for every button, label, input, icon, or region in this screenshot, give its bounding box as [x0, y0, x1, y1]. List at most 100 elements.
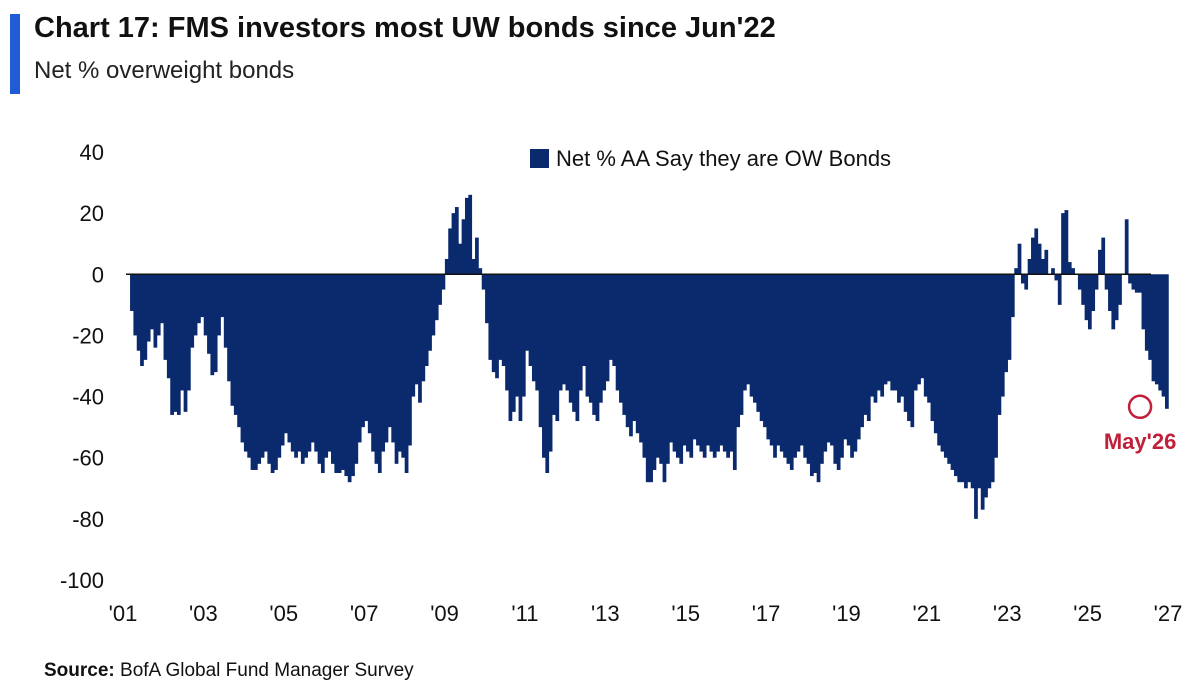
bar: [578, 274, 583, 391]
bar: [1000, 274, 1005, 397]
chart-subtitle: Net % overweight bonds: [34, 57, 295, 84]
legend-label: Net % AA Say they are OW Bonds: [556, 146, 891, 171]
bar: [937, 274, 941, 446]
bar: [243, 274, 248, 452]
bar: [401, 274, 406, 458]
title-accent-bar: [10, 14, 20, 94]
bar: [515, 274, 519, 397]
bar: [843, 274, 848, 440]
bar: [789, 274, 794, 470]
bar: [170, 274, 174, 415]
bar: [1061, 213, 1065, 275]
bar: [1101, 237, 1106, 275]
bar: [786, 274, 791, 464]
bar: [796, 274, 801, 452]
bar: [1128, 274, 1132, 284]
bar: [260, 274, 265, 458]
bar: [719, 274, 724, 446]
bar: [1014, 268, 1019, 275]
bar: [588, 274, 593, 403]
bar: [542, 274, 546, 458]
bar: [1034, 228, 1039, 275]
bar: [511, 274, 516, 412]
bar: [729, 274, 734, 452]
bar: [622, 274, 627, 415]
bar: [572, 274, 576, 412]
bar: [163, 274, 168, 360]
bar: [146, 274, 151, 342]
source-label: Source:: [44, 660, 115, 681]
bar: [632, 274, 637, 422]
bar: [324, 274, 329, 458]
bar: [408, 274, 412, 446]
bar: [528, 274, 533, 366]
bar: [521, 274, 526, 397]
chart-title: Chart 17: FMS investors most UW bonds si…: [34, 12, 776, 44]
bar: [1004, 274, 1008, 373]
bar: [652, 274, 657, 470]
bar: [826, 274, 831, 443]
bar: [203, 274, 208, 336]
x-axis-ticks: '01 '03 '05 '07 '09 '11 '13 '15 '17 '19 '21 '23 '25 '…: [109, 601, 1183, 626]
bar: [994, 274, 998, 458]
bar: [223, 274, 228, 348]
bar: [619, 274, 623, 403]
bar: [317, 274, 322, 464]
bar: [1098, 249, 1102, 275]
bar: [1108, 274, 1112, 311]
bar: [377, 274, 382, 473]
bar: [893, 274, 898, 391]
bar: [468, 194, 473, 275]
bar: [364, 274, 369, 422]
bar: [947, 274, 952, 464]
bar: [337, 274, 342, 473]
bar: [233, 274, 238, 415]
bar: [404, 274, 409, 473]
bar: [1141, 274, 1146, 330]
bar: [555, 274, 560, 422]
bar: [1027, 259, 1032, 275]
x-tick-label: '13: [591, 601, 620, 626]
bar: [696, 274, 700, 446]
bar: [997, 274, 1002, 415]
bar: [562, 274, 566, 385]
bar: [595, 274, 600, 422]
bar: [1151, 274, 1156, 382]
bar: [210, 274, 215, 376]
bar: [351, 274, 355, 477]
bar: [300, 274, 305, 464]
bar: [277, 274, 282, 458]
bar: [237, 274, 241, 428]
y-tick-label: 20: [80, 201, 104, 226]
bar: [304, 274, 308, 458]
bar: [344, 274, 349, 477]
bar: [960, 274, 965, 483]
bar: [444, 259, 449, 275]
bar: [726, 274, 730, 458]
bar: [495, 274, 499, 379]
bar: [130, 274, 134, 311]
bar: [910, 274, 915, 428]
bar: [475, 237, 479, 275]
bar: [813, 274, 818, 473]
bar: [166, 274, 171, 379]
bar: [247, 274, 252, 458]
bar: [1091, 274, 1096, 311]
bar: [820, 274, 824, 464]
bar: [491, 274, 496, 373]
bar: [418, 274, 422, 403]
bar: [347, 274, 352, 483]
bar: [508, 274, 513, 422]
bar: [669, 274, 674, 443]
bar: [1118, 274, 1122, 305]
bar: [531, 274, 536, 382]
bar: [414, 274, 419, 385]
x-tick-label: '07: [350, 601, 379, 626]
bar: [297, 274, 302, 452]
y-tick-label: -20: [72, 323, 104, 348]
bar: [856, 274, 861, 440]
bar: [230, 274, 235, 406]
bar: [548, 274, 553, 452]
bar: [1017, 243, 1022, 275]
bar: [742, 274, 747, 391]
